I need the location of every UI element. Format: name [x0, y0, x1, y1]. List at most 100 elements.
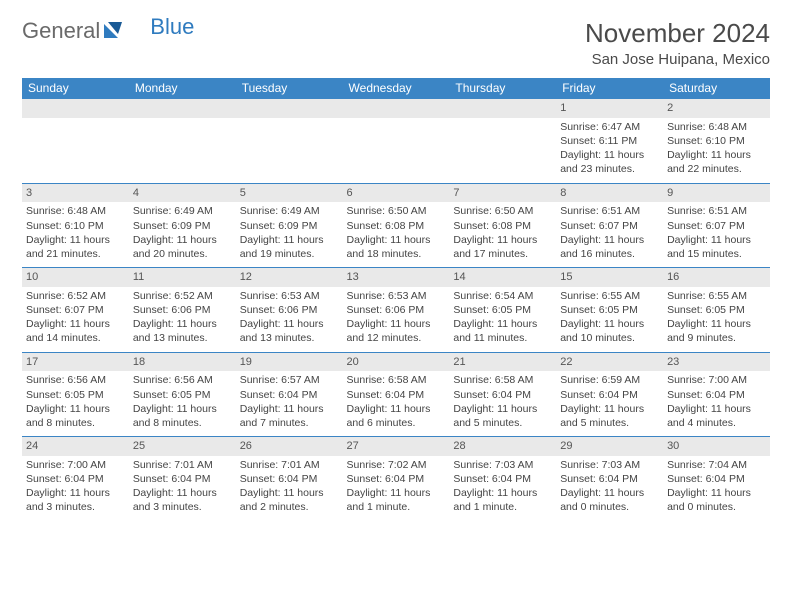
day-cell-body [343, 118, 450, 178]
day-number: 3 [22, 184, 129, 203]
sunrise-text: Sunrise: 6:50 AM [347, 204, 446, 218]
sunrise-text: Sunrise: 6:53 AM [347, 289, 446, 303]
daylight-text: Daylight: 11 hours and 1 minute. [347, 486, 446, 514]
daylight-text: Daylight: 11 hours and 9 minutes. [667, 317, 766, 345]
day-cell-body [236, 118, 343, 178]
week-content-row: Sunrise: 7:00 AMSunset: 6:04 PMDaylight:… [22, 456, 770, 521]
day-number: 28 [449, 437, 556, 456]
week-content-row: Sunrise: 6:47 AMSunset: 6:11 PMDaylight:… [22, 118, 770, 183]
day-number-cell: 24 [22, 437, 129, 456]
day-cell-body: Sunrise: 7:00 AMSunset: 6:04 PMDaylight:… [663, 371, 770, 436]
day-number: 8 [556, 184, 663, 203]
day-cell-body: Sunrise: 6:53 AMSunset: 6:06 PMDaylight:… [343, 287, 450, 352]
day-number: 29 [556, 437, 663, 456]
day-cell: Sunrise: 6:47 AMSunset: 6:11 PMDaylight:… [556, 118, 663, 183]
daylight-text: Daylight: 11 hours and 8 minutes. [133, 402, 232, 430]
brand-logo: General Blue [22, 18, 194, 44]
daylight-text: Daylight: 11 hours and 8 minutes. [26, 402, 125, 430]
day-number: 19 [236, 353, 343, 372]
day-number-cell: 2 [663, 99, 770, 118]
sunrise-text: Sunrise: 6:47 AM [560, 120, 659, 134]
sunrise-text: Sunrise: 6:50 AM [453, 204, 552, 218]
day-cell: Sunrise: 7:03 AMSunset: 6:04 PMDaylight:… [449, 456, 556, 521]
day-cell [449, 118, 556, 183]
brand-blue: Blue [150, 14, 194, 40]
day-number-cell: 4 [129, 183, 236, 202]
day-cell-body: Sunrise: 6:50 AMSunset: 6:08 PMDaylight:… [449, 202, 556, 267]
day-cell: Sunrise: 7:02 AMSunset: 6:04 PMDaylight:… [343, 456, 450, 521]
day-number: 15 [556, 268, 663, 287]
day-cell: Sunrise: 6:48 AMSunset: 6:10 PMDaylight:… [663, 118, 770, 183]
sunset-text: Sunset: 6:10 PM [667, 134, 766, 148]
sunrise-text: Sunrise: 6:58 AM [347, 373, 446, 387]
day-number-cell [22, 99, 129, 118]
daylight-text: Daylight: 11 hours and 0 minutes. [667, 486, 766, 514]
daylight-text: Daylight: 11 hours and 17 minutes. [453, 233, 552, 261]
day-cell-body: Sunrise: 7:00 AMSunset: 6:04 PMDaylight:… [22, 456, 129, 521]
day-cell-body: Sunrise: 6:54 AMSunset: 6:05 PMDaylight:… [449, 287, 556, 352]
day-number-cell: 14 [449, 268, 556, 287]
day-number-cell: 30 [663, 437, 770, 456]
day-number: 10 [22, 268, 129, 287]
daylight-text: Daylight: 11 hours and 15 minutes. [667, 233, 766, 261]
week-daynum-row: 24252627282930 [22, 437, 770, 456]
day-cell: Sunrise: 6:59 AMSunset: 6:04 PMDaylight:… [556, 371, 663, 436]
day-cell: Sunrise: 6:54 AMSunset: 6:05 PMDaylight:… [449, 287, 556, 352]
daylight-text: Daylight: 11 hours and 21 minutes. [26, 233, 125, 261]
day-number: 20 [343, 353, 450, 372]
weekday-header: Sunday [22, 78, 129, 99]
day-number-cell: 13 [343, 268, 450, 287]
sunset-text: Sunset: 6:04 PM [240, 472, 339, 486]
day-cell: Sunrise: 6:48 AMSunset: 6:10 PMDaylight:… [22, 202, 129, 267]
day-cell-body [449, 118, 556, 178]
day-number: 18 [129, 353, 236, 372]
day-cell-body: Sunrise: 7:02 AMSunset: 6:04 PMDaylight:… [343, 456, 450, 521]
sunset-text: Sunset: 6:10 PM [26, 219, 125, 233]
sunrise-text: Sunrise: 6:52 AM [26, 289, 125, 303]
day-number-cell [129, 99, 236, 118]
sunrise-text: Sunrise: 6:51 AM [560, 204, 659, 218]
sunset-text: Sunset: 6:09 PM [133, 219, 232, 233]
sunset-text: Sunset: 6:05 PM [453, 303, 552, 317]
day-number [22, 99, 129, 103]
sunset-text: Sunset: 6:05 PM [26, 388, 125, 402]
day-cell-body [129, 118, 236, 178]
day-number-cell: 1 [556, 99, 663, 118]
day-cell: Sunrise: 7:01 AMSunset: 6:04 PMDaylight:… [129, 456, 236, 521]
day-number-cell: 11 [129, 268, 236, 287]
sunrise-text: Sunrise: 6:58 AM [453, 373, 552, 387]
sunrise-text: Sunrise: 6:49 AM [240, 204, 339, 218]
header: General Blue November 2024 San Jose Huip… [22, 18, 770, 68]
sunset-text: Sunset: 6:04 PM [560, 472, 659, 486]
day-cell-body: Sunrise: 7:03 AMSunset: 6:04 PMDaylight:… [556, 456, 663, 521]
day-cell: Sunrise: 6:57 AMSunset: 6:04 PMDaylight:… [236, 371, 343, 436]
sunrise-text: Sunrise: 6:56 AM [26, 373, 125, 387]
daylight-text: Daylight: 11 hours and 1 minute. [453, 486, 552, 514]
day-cell: Sunrise: 6:50 AMSunset: 6:08 PMDaylight:… [343, 202, 450, 267]
sunrise-text: Sunrise: 6:53 AM [240, 289, 339, 303]
day-number-cell: 10 [22, 268, 129, 287]
day-cell: Sunrise: 6:55 AMSunset: 6:05 PMDaylight:… [663, 287, 770, 352]
day-number: 9 [663, 184, 770, 203]
week-content-row: Sunrise: 6:48 AMSunset: 6:10 PMDaylight:… [22, 202, 770, 267]
sunrise-text: Sunrise: 7:00 AM [667, 373, 766, 387]
day-cell: Sunrise: 6:51 AMSunset: 6:07 PMDaylight:… [556, 202, 663, 267]
day-cell-body: Sunrise: 6:59 AMSunset: 6:04 PMDaylight:… [556, 371, 663, 436]
day-cell-body: Sunrise: 6:48 AMSunset: 6:10 PMDaylight:… [663, 118, 770, 183]
sunset-text: Sunset: 6:05 PM [667, 303, 766, 317]
weekday-header: Monday [129, 78, 236, 99]
day-cell: Sunrise: 6:49 AMSunset: 6:09 PMDaylight:… [236, 202, 343, 267]
day-number-cell [236, 99, 343, 118]
daylight-text: Daylight: 11 hours and 4 minutes. [667, 402, 766, 430]
sunset-text: Sunset: 6:07 PM [667, 219, 766, 233]
sunrise-text: Sunrise: 7:03 AM [560, 458, 659, 472]
sunset-text: Sunset: 6:05 PM [133, 388, 232, 402]
weekday-header-row: SundayMondayTuesdayWednesdayThursdayFrid… [22, 78, 770, 99]
day-cell-body: Sunrise: 6:58 AMSunset: 6:04 PMDaylight:… [343, 371, 450, 436]
day-number [236, 99, 343, 103]
day-number: 26 [236, 437, 343, 456]
day-number: 12 [236, 268, 343, 287]
day-cell-body: Sunrise: 6:49 AMSunset: 6:09 PMDaylight:… [236, 202, 343, 267]
day-number-cell: 21 [449, 352, 556, 371]
week-content-row: Sunrise: 6:52 AMSunset: 6:07 PMDaylight:… [22, 287, 770, 352]
